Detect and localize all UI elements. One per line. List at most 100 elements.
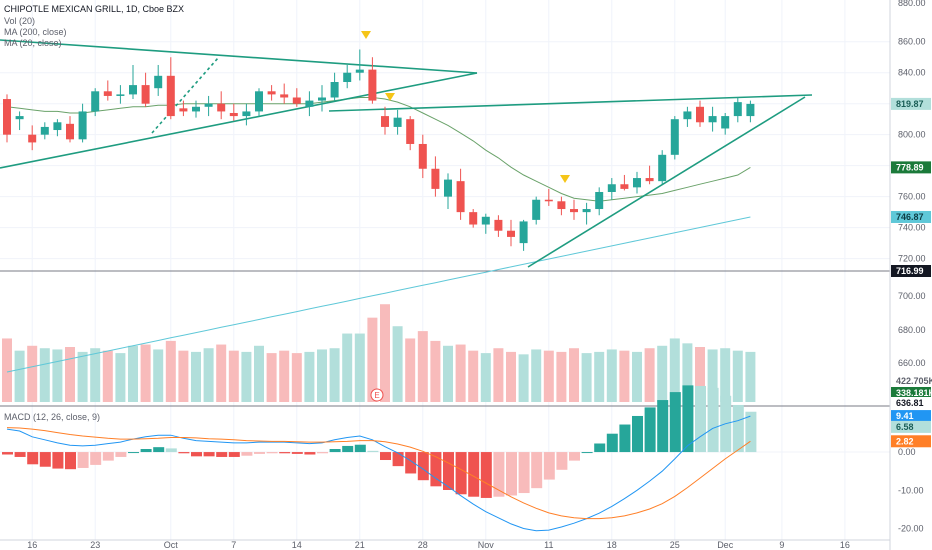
volume-bar [581,353,592,402]
candle-body [267,91,276,95]
time-tick-label: 28 [418,540,428,550]
trendline-rising-support[interactable] [527,96,806,268]
macd-histogram-bar [468,452,480,497]
signal-marker [385,93,395,101]
macd-histogram-bar [354,444,366,453]
last-price-tag-text: 819.87 [896,99,924,109]
macd-histogram-bar [443,452,454,490]
candle-body [418,143,427,169]
macd-histogram-bar [531,452,543,489]
candle-body [229,112,238,117]
macd-histogram-bar [695,385,706,453]
volume-bar [392,326,403,402]
trend-lines [0,39,813,268]
volume-bar [304,351,315,402]
candle-body [53,122,62,131]
candle-body [519,221,528,244]
volume-bar [39,348,50,402]
volume-bar [669,338,680,402]
volume-bar [417,331,428,402]
candle-body [66,123,74,140]
price-tick-label: 680.00 [898,325,926,335]
earnings-event-badge[interactable] [370,388,384,402]
macd-histogram-bar [102,452,114,461]
volume-bar [657,345,668,402]
candle-body [469,212,478,225]
candle-body [368,69,377,101]
volume-bars: E [2,304,756,402]
volume-bar [619,350,630,402]
candle-body [721,116,730,129]
volume-bar [228,350,239,402]
volume-tag-text: 338.181K [896,388,932,398]
volume-bar [367,317,378,402]
price-tick-label: 840.00 [898,68,926,78]
macd-histogram-bar [2,452,13,455]
macd-histogram-bar [342,445,354,453]
time-tick-label: Dec [717,540,734,550]
macd-histogram-bar [14,452,26,457]
candle-body [280,94,289,98]
volume-bar [216,344,227,402]
volume-bar [430,340,441,402]
macd-pane [0,385,890,532]
macd-histogram-bar [304,452,316,455]
candle-body [330,82,339,98]
macd-histogram-bar [518,452,530,494]
trendline-upper-triangle[interactable] [0,39,478,74]
trendline-dashed[interactable] [151,57,219,134]
candle-body [620,184,629,189]
volume-bar [342,333,353,402]
last-price-tag [891,97,931,110]
volume-bar [291,353,302,402]
time-tick-label: 16 [27,540,37,550]
macd-tick-label: -10.00 [898,485,924,495]
volume-bar [329,348,340,402]
macd-histogram-bar [669,392,681,453]
macd-histogram-bar [543,452,555,480]
volume-bar [543,350,554,402]
candlesticks [3,31,755,251]
candle-body [166,75,175,117]
ma20-line [6,97,751,202]
macd-histogram-bar [392,452,404,467]
candle-body [318,97,326,101]
macd-histogram-bar [241,452,253,456]
candle-body [204,103,213,107]
trendline-horizontal-resistance[interactable] [328,94,813,112]
volume-bar [2,338,12,402]
volume-bar [606,349,617,402]
candle-body [78,111,87,140]
legend-ma20: MA (20, close) [4,38,62,48]
volume-bar [443,345,453,402]
volume-bar [569,348,579,402]
volume-bar [556,351,567,402]
candle-body [15,116,24,120]
ma200-price-tag [891,210,931,223]
legend-ma200: MA (200, close) [4,27,67,37]
candle-body [406,119,415,144]
candle-body [192,106,200,112]
macd-histogram-bar [77,452,89,468]
time-tick-label: 18 [607,540,617,550]
candle-body [255,91,263,112]
volume-bar [191,351,201,402]
macd-histogram-bar [317,452,328,454]
candle-body [179,108,188,112]
volume-bar [317,349,327,402]
macd-histogram-bar [430,452,442,487]
candle-body [91,91,100,112]
crosshair-price-tag-text: 716.99 [896,266,924,276]
volume-bar [27,345,38,402]
candle-body [746,103,755,117]
macd-histogram-bar [228,452,240,457]
trendline-lower-triangle[interactable] [0,72,478,169]
time-tick-label: Nov [478,540,495,550]
candle-body [154,75,163,89]
macd-histogram-bar [417,452,429,481]
candle-body [242,111,251,117]
volume-bar [153,349,164,402]
signal-value-tag [891,435,931,448]
volume-bar [14,350,25,402]
